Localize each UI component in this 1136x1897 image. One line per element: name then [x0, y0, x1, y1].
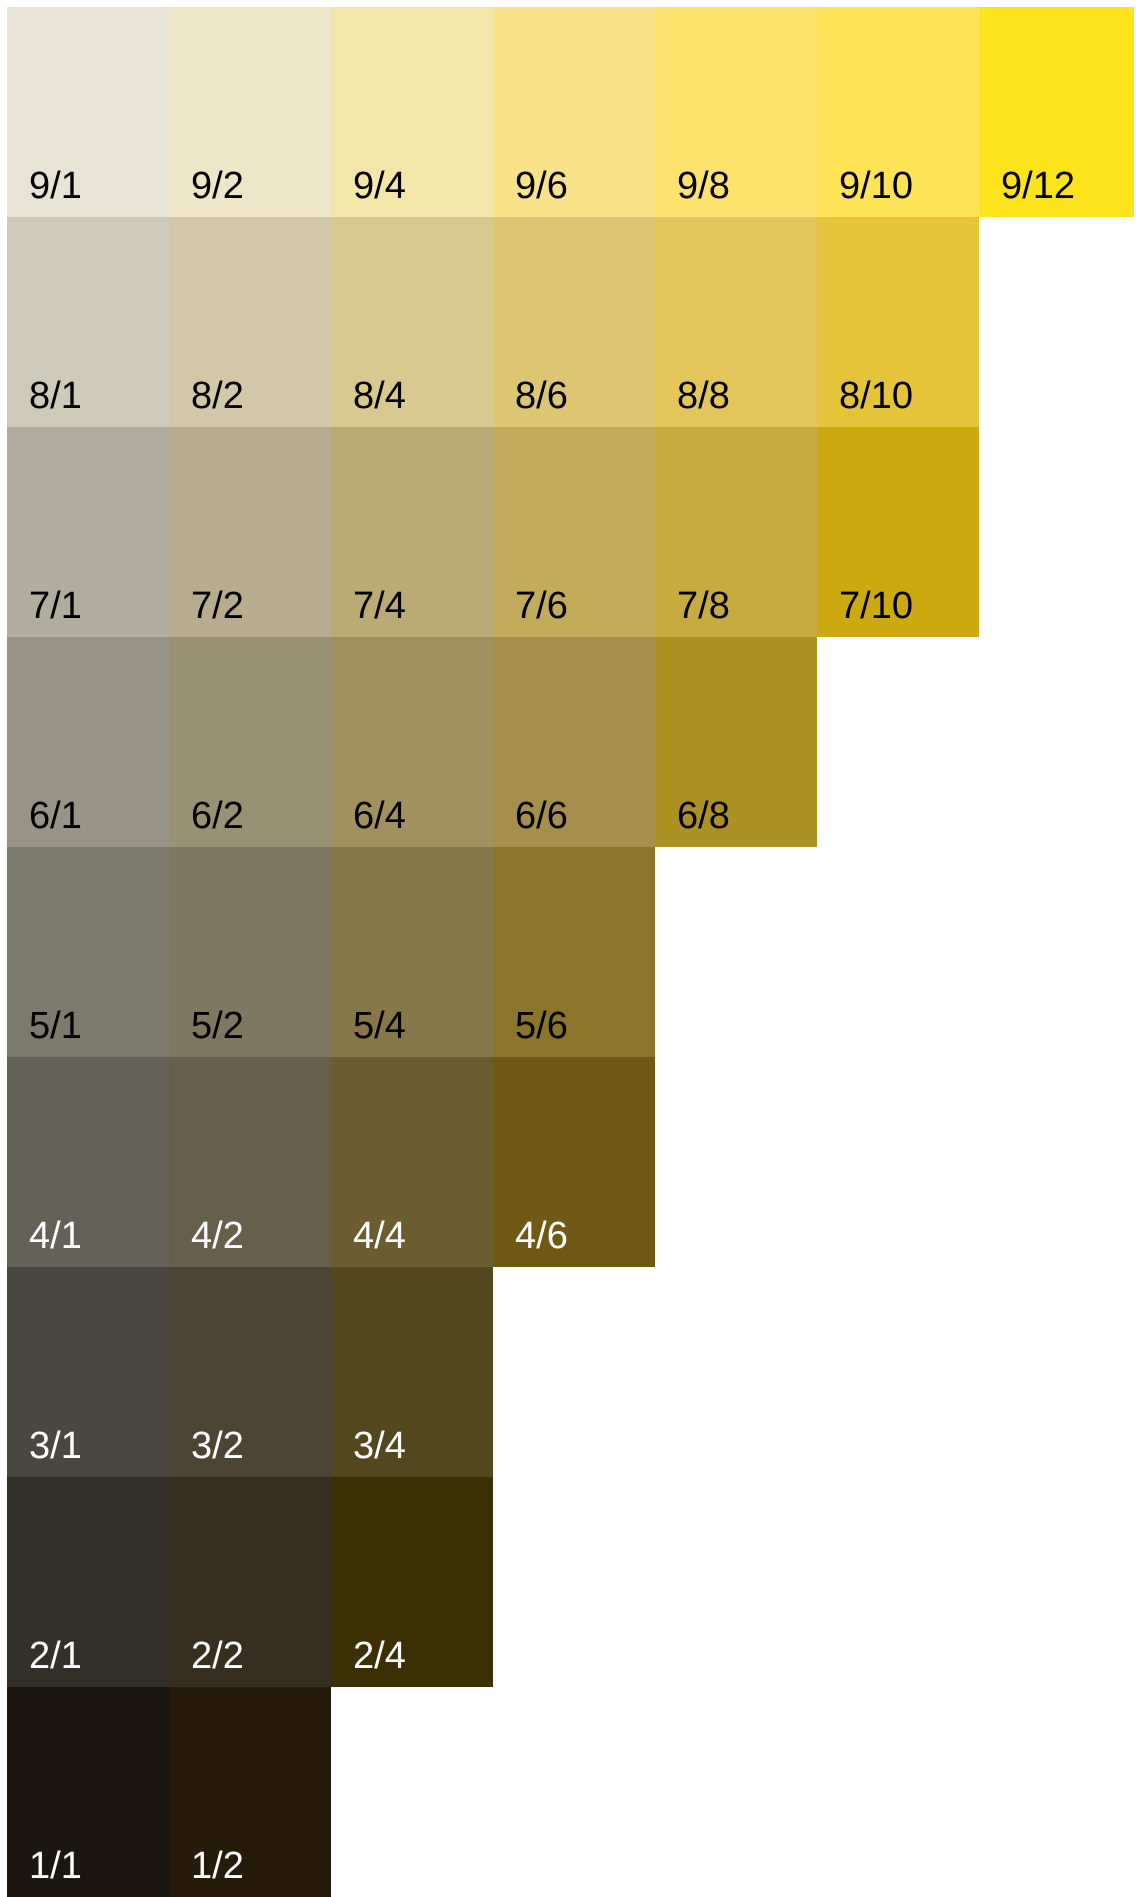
- color-swatch: 7/4: [331, 427, 493, 637]
- swatch-label: 7/6: [515, 585, 568, 627]
- swatch-label: 3/4: [353, 1425, 406, 1467]
- color-swatch: 8/8: [655, 217, 817, 427]
- swatch-label: 5/4: [353, 1005, 406, 1047]
- color-swatch: 2/1: [7, 1477, 169, 1687]
- swatch-label: 8/6: [515, 375, 568, 417]
- color-swatch: 7/2: [169, 427, 331, 637]
- swatch-label: 2/2: [191, 1635, 244, 1677]
- color-swatch: 6/8: [655, 637, 817, 847]
- value-row-5: 5/1 5/2 5/4 5/6: [7, 847, 1136, 1057]
- color-swatch: 9/6: [493, 7, 655, 217]
- color-swatch: 6/6: [493, 637, 655, 847]
- swatch-label: 9/2: [191, 165, 244, 207]
- color-swatch: 8/6: [493, 217, 655, 427]
- swatch-label: 4/1: [29, 1215, 82, 1257]
- color-swatch: 2/2: [169, 1477, 331, 1687]
- color-swatch: 9/4: [331, 7, 493, 217]
- swatch-label: 8/10: [839, 375, 913, 417]
- color-swatch: 7/6: [493, 427, 655, 637]
- swatch-label: 8/8: [677, 375, 730, 417]
- swatch-label: 8/1: [29, 375, 82, 417]
- color-swatch: 5/1: [7, 847, 169, 1057]
- swatch-label: 2/1: [29, 1635, 82, 1677]
- swatch-label: 6/2: [191, 795, 244, 837]
- color-swatch: 9/12: [979, 7, 1134, 217]
- color-swatch: 3/4: [331, 1267, 493, 1477]
- value-row-4: 4/1 4/2 4/4 4/6: [7, 1057, 1136, 1267]
- swatch-label: 4/4: [353, 1215, 406, 1257]
- color-swatch: 5/2: [169, 847, 331, 1057]
- color-swatch: 9/8: [655, 7, 817, 217]
- swatch-label: 5/1: [29, 1005, 82, 1047]
- swatch-label: 4/2: [191, 1215, 244, 1257]
- swatch-label: 5/6: [515, 1005, 568, 1047]
- color-swatch: 5/6: [493, 847, 655, 1057]
- value-row-7: 7/1 7/2 7/4 7/6 7/8 7/10: [7, 427, 1136, 637]
- value-row-2: 2/1 2/2 2/4: [7, 1477, 1136, 1687]
- color-swatch: 8/4: [331, 217, 493, 427]
- swatch-label: 4/6: [515, 1215, 568, 1257]
- color-swatch: 1/2: [169, 1687, 331, 1897]
- swatch-label: 9/12: [1001, 165, 1075, 207]
- color-swatch: 1/1: [7, 1687, 169, 1897]
- swatch-label: 5/2: [191, 1005, 244, 1047]
- swatch-label: 8/2: [191, 375, 244, 417]
- swatch-label: 6/8: [677, 795, 730, 837]
- munsell-color-chart: 9/1 9/2 9/4 9/6 9/8 9/10 9/12 8/1 8/2 8/4 8/6 8/8 8/…: [7, 7, 1136, 1897]
- color-swatch: 2/4: [331, 1477, 493, 1687]
- value-row-3: 3/1 3/2 3/4: [7, 1267, 1136, 1477]
- swatch-label: 8/4: [353, 375, 406, 417]
- color-swatch: 9/10: [817, 7, 979, 217]
- swatch-label: 6/1: [29, 795, 82, 837]
- color-swatch: 8/10: [817, 217, 979, 427]
- value-row-1: 1/1 1/2: [7, 1687, 1136, 1897]
- swatch-label: 7/1: [29, 585, 82, 627]
- swatch-label: 9/8: [677, 165, 730, 207]
- color-swatch: 8/2: [169, 217, 331, 427]
- swatch-label: 6/4: [353, 795, 406, 837]
- swatch-label: 7/10: [839, 585, 913, 627]
- color-swatch: 3/1: [7, 1267, 169, 1477]
- swatch-label: 2/4: [353, 1635, 406, 1677]
- color-swatch: 4/2: [169, 1057, 331, 1267]
- swatch-label: 7/4: [353, 585, 406, 627]
- value-row-6: 6/1 6/2 6/4 6/6 6/8: [7, 637, 1136, 847]
- color-swatch: 6/1: [7, 637, 169, 847]
- color-swatch: 4/4: [331, 1057, 493, 1267]
- swatch-label: 9/1: [29, 165, 82, 207]
- swatch-label: 3/1: [29, 1425, 82, 1467]
- swatch-label: 9/10: [839, 165, 913, 207]
- swatch-label: 9/4: [353, 165, 406, 207]
- color-swatch: 6/4: [331, 637, 493, 847]
- color-swatch: 7/10: [817, 427, 979, 637]
- color-swatch: 7/1: [7, 427, 169, 637]
- color-swatch: 4/6: [493, 1057, 655, 1267]
- color-swatch: 8/1: [7, 217, 169, 427]
- swatch-label: 7/2: [191, 585, 244, 627]
- value-row-9: 9/1 9/2 9/4 9/6 9/8 9/10 9/12: [7, 7, 1136, 217]
- swatch-label: 9/6: [515, 165, 568, 207]
- color-swatch: 5/4: [331, 847, 493, 1057]
- color-swatch: 9/2: [169, 7, 331, 217]
- color-swatch: 7/8: [655, 427, 817, 637]
- swatch-label: 1/2: [191, 1845, 244, 1887]
- value-row-8: 8/1 8/2 8/4 8/6 8/8 8/10: [7, 217, 1136, 427]
- swatch-label: 7/8: [677, 585, 730, 627]
- swatch-label: 3/2: [191, 1425, 244, 1467]
- swatch-label: 6/6: [515, 795, 568, 837]
- color-swatch: 4/1: [7, 1057, 169, 1267]
- color-swatch: 9/1: [7, 7, 169, 217]
- swatch-label: 1/1: [29, 1845, 82, 1887]
- color-swatch: 3/2: [169, 1267, 331, 1477]
- color-swatch: 6/2: [169, 637, 331, 847]
